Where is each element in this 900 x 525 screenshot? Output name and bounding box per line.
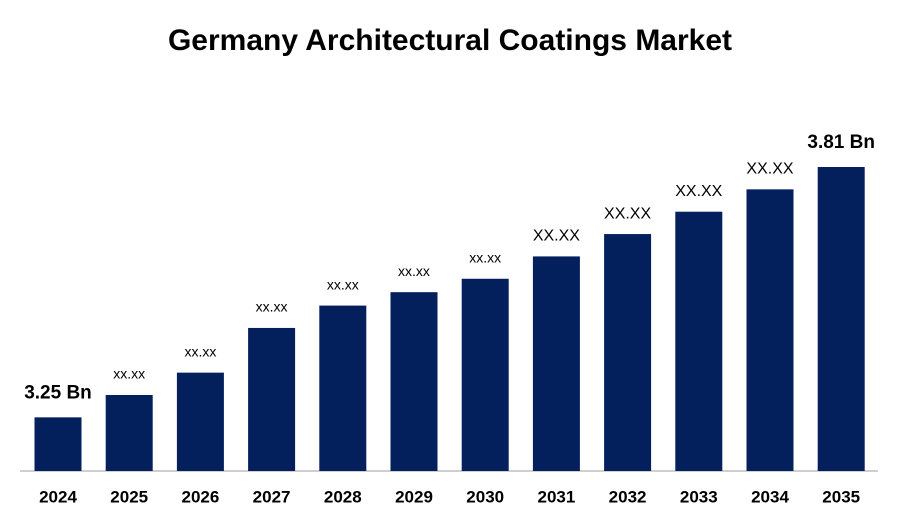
bar	[248, 327, 296, 471]
bar	[817, 167, 865, 471]
value-label: xx.xx	[327, 276, 359, 292]
value-label: xx.xx	[113, 366, 145, 382]
bar	[176, 372, 224, 471]
x-tick-label: 2024	[39, 487, 77, 506]
x-tick-label: 2025	[110, 487, 148, 506]
value-label: 3.25 Bn	[24, 382, 92, 403]
x-tick-label: 2028	[324, 487, 362, 506]
value-label: XX.XX	[675, 183, 722, 200]
bar	[105, 395, 153, 471]
chart-title: Germany Architectural Coatings Market	[168, 24, 732, 57]
x-tick-label: 2032	[609, 487, 647, 506]
bar	[34, 417, 82, 471]
x-tick-label: 2030	[466, 487, 504, 506]
bar	[675, 211, 723, 472]
value-label: XX.XX	[604, 205, 651, 222]
x-tick-label: 2034	[751, 487, 789, 506]
value-label: xx.xx	[256, 299, 288, 315]
value-label: 3.81 Bn	[807, 132, 875, 153]
x-tick-label: 2027	[253, 487, 291, 506]
bar	[746, 189, 794, 471]
x-tick-label: 2026	[181, 487, 219, 506]
bar	[319, 305, 367, 471]
x-tick-label: 2035	[822, 487, 860, 506]
value-label: xx.xx	[469, 249, 501, 265]
bar	[461, 278, 509, 471]
x-tick-label: 2029	[395, 487, 433, 506]
value-label: XX.XX	[533, 228, 580, 245]
value-label: xx.xx	[184, 343, 216, 359]
x-tick-label: 2033	[680, 487, 718, 506]
value-label: XX.XX	[746, 161, 793, 178]
bar	[390, 292, 438, 471]
value-label: xx.xx	[398, 263, 430, 279]
bar	[532, 256, 580, 471]
bar	[604, 234, 652, 471]
x-tick-label: 2031	[537, 487, 575, 506]
